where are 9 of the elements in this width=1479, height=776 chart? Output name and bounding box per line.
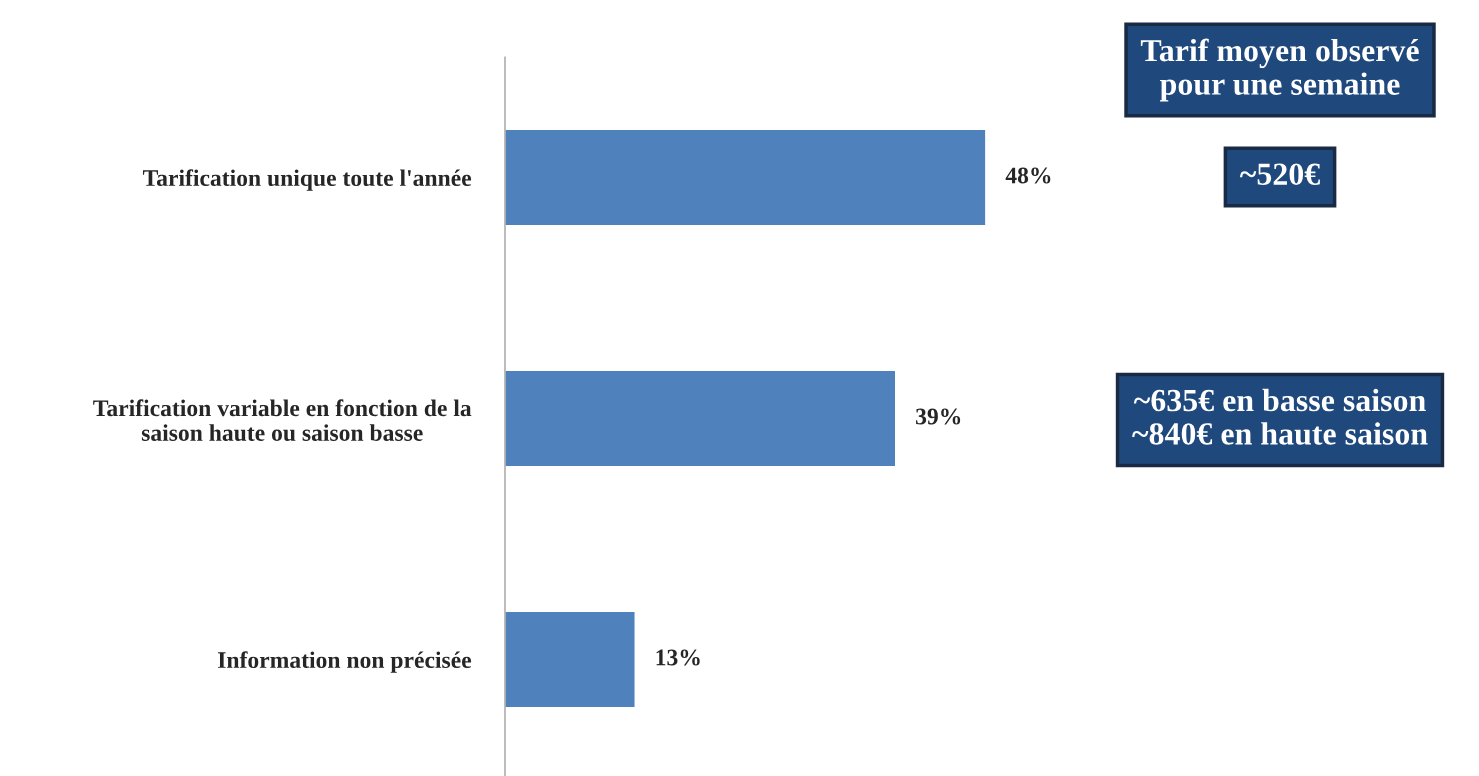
y-tick-label: Tarification unique toute l'année bbox=[142, 169, 472, 191]
data-label: 39% bbox=[916, 408, 961, 425]
y-tick-label: Information non précisée bbox=[218, 651, 472, 673]
data-label: 13% bbox=[656, 649, 700, 666]
text: Tarif moyen observé pour une semaine bbox=[1140, 38, 1419, 102]
y-tick-label: Tarification variable en fonction de la saison haute ou saison basse bbox=[93, 399, 472, 441]
text: ~635€ en basse saison ~840€ en haute saison bbox=[1132, 388, 1428, 445]
data-label: 48% bbox=[1005, 167, 1051, 184]
text: ~520€ bbox=[1240, 163, 1320, 185]
